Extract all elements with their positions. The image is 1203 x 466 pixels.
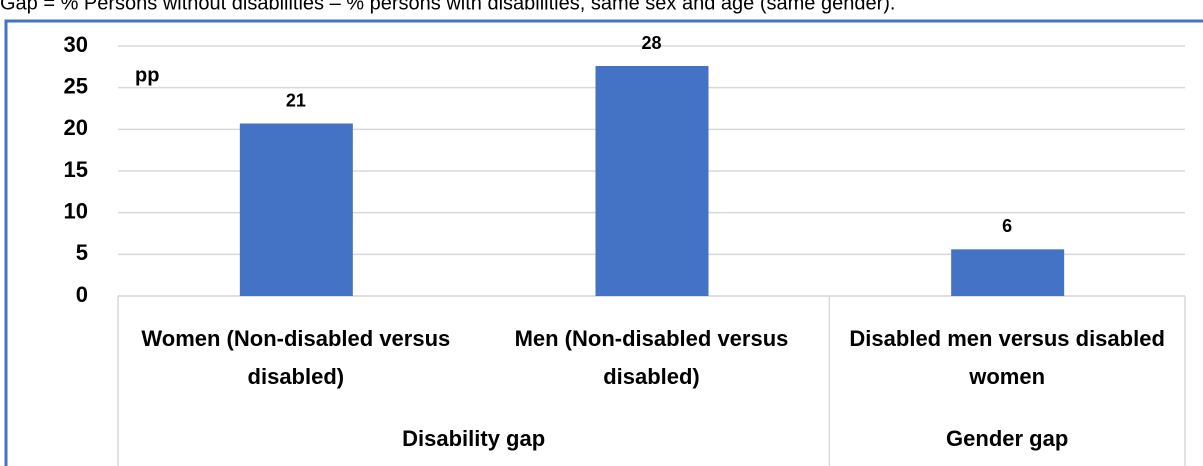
value-label: 6 (1002, 216, 1012, 236)
bar (239, 123, 353, 296)
bar (595, 66, 709, 296)
y-tick-label: 20 (64, 115, 88, 140)
y-tick-label: 15 (64, 157, 88, 182)
frame (4, 19, 1203, 466)
group-label: Disability gap (402, 426, 546, 451)
chart-title: Gap = % Persons without disabilities – %… (0, 0, 895, 14)
x-tick-label: Women (Non-disabled versus disabled) (141, 326, 451, 389)
unit-annotation: pp (135, 64, 159, 86)
group-label: Gender gap (946, 426, 1069, 451)
value-label: 21 (286, 90, 306, 110)
x-tick-label: Disabled men versus disabled women (849, 326, 1165, 389)
y-tick-label: 25 (64, 73, 88, 98)
value-label: 28 (641, 33, 661, 53)
y-tick-label: 0 (76, 282, 88, 307)
bar (951, 249, 1065, 296)
y-tick-label: 10 (64, 198, 88, 223)
y-tick-label: 30 (64, 32, 88, 57)
x-tick-label: Men (Non-disabled versus disabled) (514, 326, 789, 389)
y-tick-label: 5 (76, 240, 88, 265)
